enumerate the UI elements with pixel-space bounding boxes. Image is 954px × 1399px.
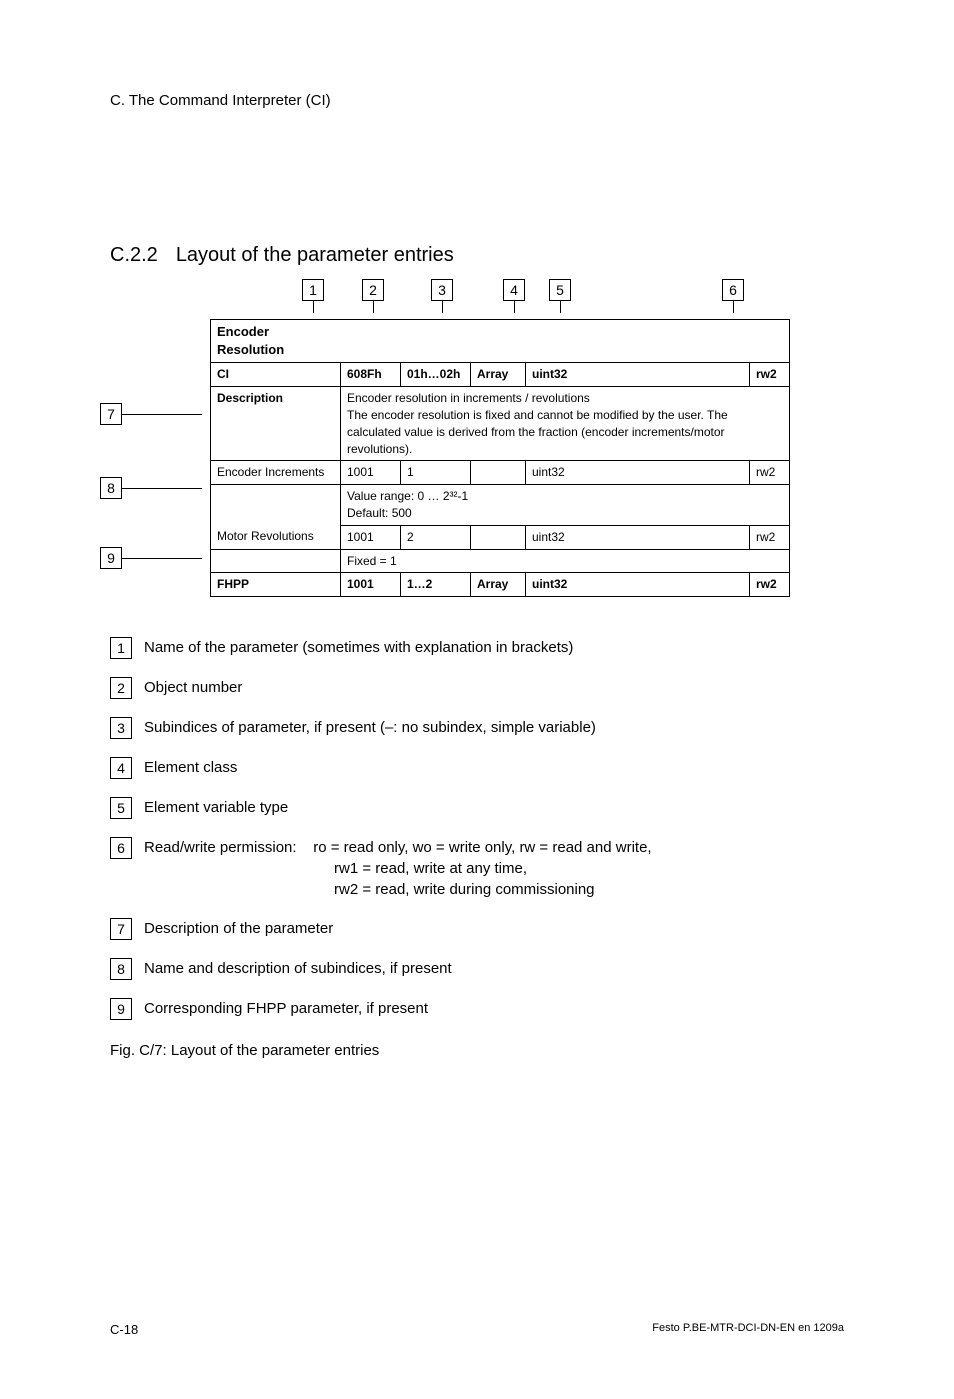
section-heading: Layout of the parameter entries [176, 244, 454, 266]
left-marker: 9 [100, 547, 202, 569]
legend-item: 5 Element variable type [110, 797, 844, 819]
section-number: C.2.2 [110, 241, 158, 269]
legend-number: 7 [110, 918, 132, 940]
top-marker: 4 [503, 279, 525, 313]
top-marker: 6 [722, 279, 744, 313]
marker-number: 2 [362, 279, 384, 301]
marker-number: 3 [431, 279, 453, 301]
ci-c1: 608Fh [341, 363, 401, 387]
legend-number: 6 [110, 837, 132, 859]
legend-number: 2 [110, 677, 132, 699]
legend-number: 8 [110, 958, 132, 980]
parameter-diagram: 123456 789 Encoder Resolution CI 608Fh 0… [150, 319, 790, 597]
top-marker: 1 [302, 279, 324, 313]
legend-number: 4 [110, 757, 132, 779]
legend-number: 1 [110, 637, 132, 659]
sub2-c3 [471, 525, 526, 549]
marker-number: 7 [100, 403, 122, 425]
top-marker: 3 [431, 279, 453, 313]
page-footer: C-18 Festo P.BE-MTR-DCI-DN-EN en 1209a [110, 1321, 844, 1339]
ci-c2: 01h…02h [401, 363, 471, 387]
section-title: C.2.2 Layout of the parameter entries [110, 241, 844, 269]
fhpp-c1: 1001 [341, 573, 401, 597]
legend-item: 2 Object number [110, 677, 844, 699]
sub2-c5: rw2 [750, 525, 790, 549]
legend-text: Corresponding FHPP parameter, if present [144, 998, 844, 1019]
param-title: Encoder Resolution [211, 320, 341, 363]
legend-text: Read/write permission: ro = read only, w… [144, 837, 844, 900]
legend-number: 5 [110, 797, 132, 819]
sub2-name: Motor Revolutions [211, 525, 341, 549]
sub1-name: Encoder Increments [211, 461, 341, 485]
ci-c4: uint32 [526, 363, 750, 387]
page-header: C. The Command Interpreter (CI) [110, 90, 844, 111]
legend-text: Element variable type [144, 797, 844, 818]
sub2-c4: uint32 [526, 525, 750, 549]
sub1-c4: uint32 [526, 461, 750, 485]
legend-item: 6 Read/write permission: ro = read only, … [110, 837, 844, 900]
sub1-c3 [471, 461, 526, 485]
sub2-note: Fixed = 1 [341, 549, 790, 573]
sub1-c2: 1 [401, 461, 471, 485]
legend-item: 9 Corresponding FHPP parameter, if presen… [110, 998, 844, 1020]
left-marker: 8 [100, 477, 202, 499]
legend-item: 1 Name of the parameter (sometimes with e… [110, 637, 844, 659]
legend-text: Subindices of parameter, if present (–: … [144, 717, 844, 738]
desc-label: Description [211, 387, 341, 461]
desc-text: Encoder resolution in increments / revol… [341, 387, 790, 461]
legend-text: Name of the parameter (sometimes with ex… [144, 637, 844, 658]
marker-number: 8 [100, 477, 122, 499]
sub2-c2: 2 [401, 525, 471, 549]
footer-right: Festo P.BE-MTR-DCI-DN-EN en 1209a [652, 1321, 844, 1339]
ci-c3: Array [471, 363, 526, 387]
figure-caption: Fig. C/7: Layout of the parameter entrie… [110, 1040, 844, 1061]
marker-number: 5 [549, 279, 571, 301]
ci-c5: rw2 [750, 363, 790, 387]
parameter-table: Encoder Resolution CI 608Fh 01h…02h Arra… [210, 319, 790, 597]
legend-number: 9 [110, 998, 132, 1020]
marker-number: 6 [722, 279, 744, 301]
legend-item: 3 Subindices of parameter, if present (–:… [110, 717, 844, 739]
fhpp-c3: Array [471, 573, 526, 597]
marker-number: 9 [100, 547, 122, 569]
sub2-c1: 1001 [341, 525, 401, 549]
fhpp-c2: 1…2 [401, 573, 471, 597]
fhpp-label: FHPP [211, 573, 341, 597]
legend-text: Name and description of subindices, if p… [144, 958, 844, 979]
sub1-c5: rw2 [750, 461, 790, 485]
left-marker: 7 [100, 403, 202, 425]
legend-item: 7 Description of the parameter [110, 918, 844, 940]
sub1-note: Value range: 0 … 2³²-1 Default: 500 [341, 485, 790, 526]
legend-number: 3 [110, 717, 132, 739]
top-marker: 5 [549, 279, 571, 313]
footer-left: C-18 [110, 1321, 138, 1339]
legend-item: 8 Name and description of subindices, if … [110, 958, 844, 980]
fhpp-c5: rw2 [750, 573, 790, 597]
legend-item: 4 Element class [110, 757, 844, 779]
legend-text: Description of the parameter [144, 918, 844, 939]
fhpp-c4: uint32 [526, 573, 750, 597]
sub1-c1: 1001 [341, 461, 401, 485]
ci-label: CI [211, 363, 341, 387]
legend-text: Object number [144, 677, 844, 698]
marker-number: 1 [302, 279, 324, 301]
legend-list: 1 Name of the parameter (sometimes with e… [110, 637, 844, 1020]
legend-text: Element class [144, 757, 844, 778]
marker-number: 4 [503, 279, 525, 301]
top-marker: 2 [362, 279, 384, 313]
